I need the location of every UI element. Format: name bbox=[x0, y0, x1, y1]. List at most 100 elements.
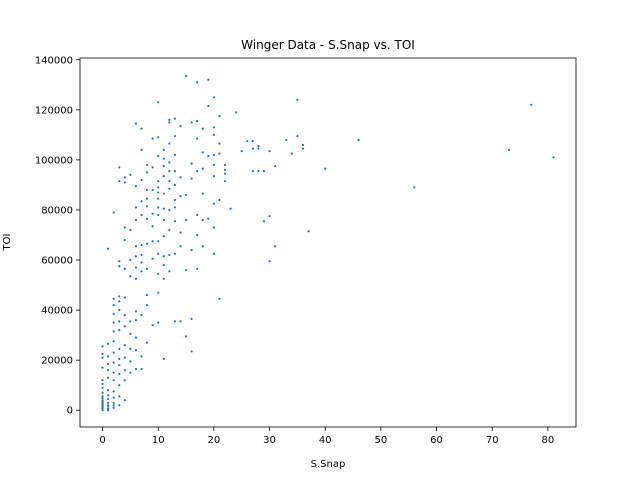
data-point bbox=[107, 401, 110, 404]
data-point bbox=[123, 267, 126, 270]
data-point bbox=[145, 303, 149, 307]
data-point bbox=[134, 367, 138, 371]
data-point bbox=[140, 314, 143, 317]
data-point bbox=[223, 163, 227, 166]
data-point bbox=[168, 118, 171, 121]
data-point bbox=[140, 200, 143, 203]
data-point bbox=[140, 367, 143, 371]
data-point bbox=[101, 366, 104, 369]
x-tick-label: 10 bbox=[152, 435, 165, 446]
data-point bbox=[112, 401, 115, 404]
data-point bbox=[212, 163, 215, 166]
y-tick-label: 140000 bbox=[35, 55, 73, 66]
data-point bbox=[101, 379, 104, 382]
data-point bbox=[123, 176, 126, 179]
data-point bbox=[184, 193, 188, 197]
x-tick-label: 50 bbox=[375, 435, 388, 446]
data-point bbox=[179, 231, 182, 234]
data-point bbox=[123, 369, 126, 372]
data-point bbox=[123, 181, 126, 184]
y-axis-ticks: 0 20000 40000 60000 80000 100000 120000 140000 bbox=[35, 55, 80, 417]
data-point bbox=[118, 395, 121, 398]
data-point bbox=[218, 114, 221, 118]
data-point bbox=[145, 188, 149, 192]
data-point bbox=[145, 163, 149, 166]
data-point bbox=[134, 277, 138, 280]
data-point bbox=[173, 153, 177, 156]
data-point bbox=[240, 150, 243, 153]
data-point bbox=[118, 265, 121, 268]
x-tick-label: 30 bbox=[263, 435, 276, 446]
data-point bbox=[112, 361, 115, 364]
data-point bbox=[107, 342, 110, 345]
data-point bbox=[173, 117, 177, 120]
data-point bbox=[207, 217, 210, 220]
data-point bbox=[151, 212, 154, 215]
data-point bbox=[118, 260, 121, 263]
data-point bbox=[151, 240, 154, 243]
data-point bbox=[168, 121, 171, 124]
data-point bbox=[157, 197, 160, 200]
data-point bbox=[129, 332, 132, 335]
data-point bbox=[157, 272, 160, 275]
data-point bbox=[168, 142, 171, 145]
data-point bbox=[112, 211, 115, 214]
data-point bbox=[157, 136, 160, 139]
data-point bbox=[173, 252, 177, 255]
data-point bbox=[129, 320, 132, 323]
data-point bbox=[112, 379, 115, 382]
data-point bbox=[168, 180, 171, 183]
data-point bbox=[173, 320, 177, 323]
data-point bbox=[218, 142, 221, 145]
data-point bbox=[168, 161, 171, 164]
data-point bbox=[262, 220, 266, 223]
data-point bbox=[290, 152, 293, 155]
data-point bbox=[301, 147, 305, 150]
plot-frame bbox=[79, 57, 577, 428]
data-point bbox=[134, 245, 138, 248]
data-point bbox=[145, 171, 149, 174]
data-point bbox=[118, 320, 121, 323]
data-point bbox=[134, 206, 138, 209]
data-point bbox=[107, 389, 110, 392]
data-point bbox=[151, 225, 154, 228]
data-point bbox=[151, 137, 154, 140]
data-point bbox=[134, 336, 138, 339]
data-point bbox=[207, 155, 210, 158]
data-point bbox=[140, 270, 143, 273]
data-point bbox=[218, 297, 221, 300]
data-point bbox=[157, 191, 160, 194]
data-point bbox=[129, 173, 132, 177]
data-point bbox=[107, 355, 110, 358]
x-tick-label: 0 bbox=[99, 435, 105, 446]
data-point bbox=[196, 170, 199, 173]
data-point bbox=[101, 407, 104, 410]
data-point bbox=[118, 364, 121, 367]
data-point bbox=[184, 335, 188, 338]
data-point bbox=[118, 308, 121, 312]
data-point bbox=[107, 369, 110, 372]
data-point bbox=[157, 291, 160, 294]
data-point bbox=[296, 98, 299, 101]
data-point bbox=[134, 218, 138, 222]
data-point bbox=[157, 213, 160, 217]
data-point bbox=[229, 207, 232, 210]
data-point bbox=[223, 172, 227, 175]
data-point bbox=[140, 213, 143, 217]
data-point bbox=[101, 356, 104, 359]
data-point bbox=[162, 207, 165, 210]
data-point bbox=[268, 215, 271, 218]
data-point bbox=[251, 170, 254, 173]
data-point bbox=[112, 297, 115, 300]
data-point bbox=[173, 183, 177, 187]
data-point bbox=[151, 257, 154, 260]
data-point bbox=[207, 78, 210, 81]
data-point bbox=[190, 162, 193, 165]
data-point bbox=[168, 208, 171, 212]
data-point bbox=[168, 170, 171, 173]
data-point bbox=[129, 258, 132, 262]
data-point bbox=[246, 140, 249, 143]
data-point bbox=[140, 261, 143, 264]
y-tick-label: 80000 bbox=[41, 205, 73, 216]
data-point bbox=[157, 206, 160, 209]
